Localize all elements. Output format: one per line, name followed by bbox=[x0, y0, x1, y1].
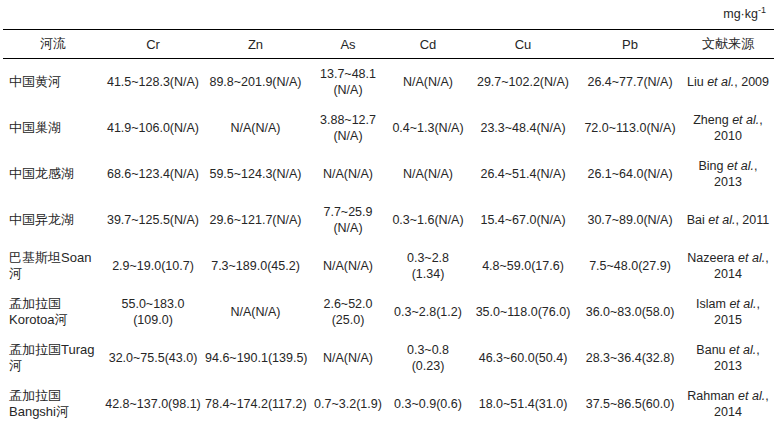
value-cell: 29.7~102.2(N/A) bbox=[468, 59, 578, 106]
value-cell: 94.6~190.1(139.5) bbox=[203, 335, 308, 381]
unit-base: mg·kg bbox=[723, 7, 758, 21]
value-cell: 7.5~48.0(27.9) bbox=[578, 243, 682, 289]
river-name-cell: 中国黄河 bbox=[3, 59, 103, 106]
value-cell: N/A(N/A) bbox=[308, 151, 388, 197]
value-cell: 41.5~128.3(N/A) bbox=[103, 59, 203, 106]
river-name-cell: 孟加拉国Turag 河 bbox=[3, 335, 103, 381]
river-name-cell: 中国龙感湖 bbox=[3, 151, 103, 197]
value-cell: N/A(N/A) bbox=[388, 59, 468, 106]
river-name-cell: 孟加拉国 Korotoa河 bbox=[3, 289, 103, 335]
reference-cell: Banu et al., 2013 bbox=[682, 335, 774, 381]
column-header-zn: Zn bbox=[203, 30, 308, 59]
value-cell: 0.3~0.9(0.6) bbox=[388, 381, 468, 424]
value-cell: N/A(N/A) bbox=[203, 289, 308, 335]
value-cell: 7.7~25.9 (N/A) bbox=[308, 197, 388, 243]
value-cell: 0.3~0.8 (0.23) bbox=[388, 335, 468, 381]
value-cell: 4.8~59.0(17.6) bbox=[468, 243, 578, 289]
reference-cell: Nazeera et al., 2014 bbox=[682, 243, 774, 289]
reference-cell: Zheng et al., 2010 bbox=[682, 105, 774, 151]
column-header-cu: Cu bbox=[468, 30, 578, 59]
value-cell: 41.9~106.0(N/A) bbox=[103, 105, 203, 151]
table-row: 中国龙感湖68.6~123.4(N/A)59.5~124.3(N/A)N/A(N… bbox=[3, 151, 774, 197]
value-cell: N/A(N/A) bbox=[203, 105, 308, 151]
value-cell: 0.3~1.6(N/A) bbox=[388, 197, 468, 243]
value-cell: 0.3~2.8(1.2) bbox=[388, 289, 468, 335]
value-cell: 78.4~174.2(117.2) bbox=[203, 381, 308, 424]
value-cell: 37.5~86.5(60.0) bbox=[578, 381, 682, 424]
river-name-cell: 孟加拉国 Bangshi河 bbox=[3, 381, 103, 424]
value-cell: N/A(N/A) bbox=[308, 243, 388, 289]
reference-cell: Bai et al., 2011 bbox=[682, 197, 774, 243]
value-cell: 15.4~67.0(N/A) bbox=[468, 197, 578, 243]
table-head: 河流CrZnAsCdCuPb文献来源 bbox=[3, 30, 774, 59]
value-cell: N/A(N/A) bbox=[388, 151, 468, 197]
value-cell: 55.0~183.0 (109.0) bbox=[103, 289, 203, 335]
value-cell: 59.5~124.3(N/A) bbox=[203, 151, 308, 197]
value-cell: 3.88~12.7 (N/A) bbox=[308, 105, 388, 151]
value-cell: 0.4~1.3(N/A) bbox=[388, 105, 468, 151]
table-row: 孟加拉国Turag 河32.0~75.5(43.0)94.6~190.1(139… bbox=[3, 335, 774, 381]
value-cell: 36.0~83.0(58.0) bbox=[578, 289, 682, 335]
value-cell: 2.9~19.0(10.7) bbox=[103, 243, 203, 289]
value-cell: 26.4~77.7(N/A) bbox=[578, 59, 682, 106]
value-cell: 89.8~201.9(N/A) bbox=[203, 59, 308, 106]
column-header-river: 河流 bbox=[3, 30, 103, 59]
value-cell: 26.1~64.0(N/A) bbox=[578, 151, 682, 197]
value-cell: 7.3~189.0(45.2) bbox=[203, 243, 308, 289]
value-cell: 68.6~123.4(N/A) bbox=[103, 151, 203, 197]
document-page: mg·kg-1 河流CrZnAsCdCuPb文献来源 中国黄河41.5~128.… bbox=[0, 0, 777, 424]
value-cell: 2.6~52.0 (25.0) bbox=[308, 289, 388, 335]
table-header-row: 河流CrZnAsCdCuPb文献来源 bbox=[3, 30, 774, 59]
river-name-cell: 中国巢湖 bbox=[3, 105, 103, 151]
value-cell: N/A(N/A) bbox=[308, 335, 388, 381]
value-cell: 32.0~75.5(43.0) bbox=[103, 335, 203, 381]
table-row: 中国巢湖41.9~106.0(N/A)N/A(N/A)3.88~12.7 (N/… bbox=[3, 105, 774, 151]
column-header-cr: Cr bbox=[103, 30, 203, 59]
value-cell: 42.8~137.0(98.1) bbox=[103, 381, 203, 424]
table-row: 孟加拉国 Korotoa河55.0~183.0 (109.0)N/A(N/A)2… bbox=[3, 289, 774, 335]
reference-cell: Liu et al., 2009 bbox=[682, 59, 774, 106]
value-cell: 0.3~2.8 (1.34) bbox=[388, 243, 468, 289]
unit-row: mg·kg-1 bbox=[3, 0, 774, 29]
value-cell: 72.0~113.0(N/A) bbox=[578, 105, 682, 151]
value-cell: 28.3~36.4(32.8) bbox=[578, 335, 682, 381]
value-cell: 29.6~121.7(N/A) bbox=[203, 197, 308, 243]
unit-exponent: -1 bbox=[758, 5, 766, 15]
table-row: 中国黄河41.5~128.3(N/A)89.8~201.9(N/A)13.7~4… bbox=[3, 59, 774, 106]
river-name-cell: 中国异龙湖 bbox=[3, 197, 103, 243]
value-cell: 18.0~51.4(31.0) bbox=[468, 381, 578, 424]
reference-cell: Islam et al., 2015 bbox=[682, 289, 774, 335]
value-cell: 30.7~89.0(N/A) bbox=[578, 197, 682, 243]
reference-cell: Rahman et al., 2014 bbox=[682, 381, 774, 424]
table-row: 巴基斯坦Soan 河2.9~19.0(10.7)7.3~189.0(45.2)N… bbox=[3, 243, 774, 289]
river-heavy-metals-table: 河流CrZnAsCdCuPb文献来源 中国黄河41.5~128.3(N/A)89… bbox=[3, 29, 774, 424]
value-cell: 26.4~51.4(N/A) bbox=[468, 151, 578, 197]
table-row: 中国异龙湖39.7~125.5(N/A)29.6~121.7(N/A)7.7~2… bbox=[3, 197, 774, 243]
unit-label: mg·kg-1 bbox=[723, 7, 766, 21]
column-header-reference: 文献来源 bbox=[682, 30, 774, 59]
table-body: 中国黄河41.5~128.3(N/A)89.8~201.9(N/A)13.7~4… bbox=[3, 59, 774, 424]
column-header-as: As bbox=[308, 30, 388, 59]
value-cell: 23.3~48.4(N/A) bbox=[468, 105, 578, 151]
value-cell: 39.7~125.5(N/A) bbox=[103, 197, 203, 243]
value-cell: 0.7~3.2(1.9) bbox=[308, 381, 388, 424]
value-cell: 13.7~48.1 (N/A) bbox=[308, 59, 388, 106]
river-name-cell: 巴基斯坦Soan 河 bbox=[3, 243, 103, 289]
column-header-pb: Pb bbox=[578, 30, 682, 59]
value-cell: 46.3~60.0(50.4) bbox=[468, 335, 578, 381]
column-header-cd: Cd bbox=[388, 30, 468, 59]
table-row: 孟加拉国 Bangshi河42.8~137.0(98.1)78.4~174.2(… bbox=[3, 381, 774, 424]
value-cell: 35.0~118.0(76.0) bbox=[468, 289, 578, 335]
reference-cell: Bing et al., 2013 bbox=[682, 151, 774, 197]
